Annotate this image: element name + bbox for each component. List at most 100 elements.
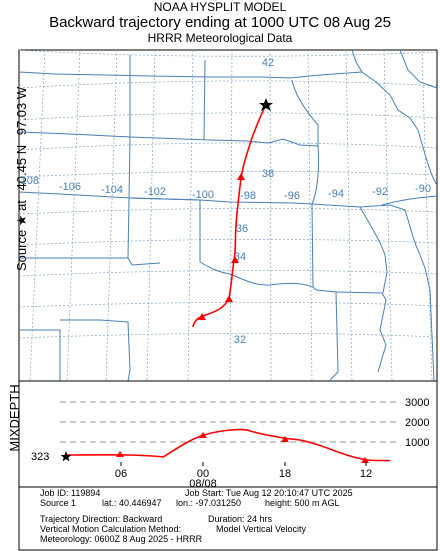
grid-lon-102 (146, 49, 156, 382)
lon-label-92: -92 (372, 186, 388, 198)
grid-lat-39 (18, 112, 438, 121)
source-lon-value: lon.: -97.031250 (176, 498, 242, 508)
info-row-vertical: Vertical Motion Calculation Method: Mode… (40, 524, 440, 534)
lon-label-106: -106 (59, 181, 81, 193)
mixdepth-frame (18, 380, 438, 488)
time-axis-ticks (120, 462, 367, 466)
job-id: Job ID: 119894 (40, 488, 101, 498)
lat-label-36: 36 (236, 223, 248, 235)
grid-lat-34 (18, 270, 438, 277)
grid-lon-104 (105, 49, 118, 382)
vertical-method-label: Vertical Motion Calculation Method: (40, 524, 182, 534)
grid-lat-43 (18, 49, 438, 57)
source-name: Source 1 (40, 498, 77, 508)
boundary-il-east (417, 129, 438, 186)
lat-lon-grid (18, 49, 438, 382)
grid-lon-90 (383, 49, 393, 382)
mixdepth-level-lines (60, 401, 400, 443)
longitude-labels: -108 -106 -104 -102 -100 -98 -96 -94 -92… (17, 175, 431, 202)
boundary-az-nm (19, 329, 61, 381)
map-frame (18, 49, 438, 382)
info-row-direction: Trajectory Direction: Backward Duration:… (40, 514, 440, 524)
trajectory-markers (198, 173, 245, 320)
trajectory-marker-2 (231, 256, 239, 263)
boundary-wi (399, 49, 438, 89)
time-label-00: 00 (197, 468, 209, 480)
boundary-mn-ia (351, 49, 363, 73)
boundary-ar-ms-river (359, 206, 388, 294)
job-start: Job Start: Tue Aug 12 20:10:47 UTC 2025 (185, 488, 353, 498)
grid-lat-32 (18, 332, 438, 339)
trajectory-line (192, 104, 267, 328)
trajectory-marker-1 (237, 173, 245, 180)
mixdepth-marker-4 (116, 451, 124, 457)
lon-label-108: -108 (17, 175, 39, 187)
boundary-la-ms (335, 291, 387, 373)
mixdepth-marker-2 (281, 436, 289, 442)
mixdepth-level-labels: 3000 2000 1000 323 (31, 397, 429, 463)
source-star-icon (259, 98, 273, 111)
lon-label-104: -104 (101, 184, 123, 196)
meteorology-title: HRRR Meteorological Data (147, 31, 293, 45)
grid-lat-33 (18, 301, 438, 308)
grid-lon-88 (421, 49, 433, 382)
source-lat-value: lat.: 40.446947 (102, 498, 162, 508)
state-boundaries (18, 49, 438, 382)
mixdepth-label-3000: 3000 (405, 397, 429, 409)
boundary-co-west (127, 55, 131, 259)
grid-lon-92 (345, 49, 353, 382)
boundary-tx-la (315, 289, 339, 381)
grid-lat-40 (18, 80, 438, 89)
source-height: height: 500 m AGL (265, 498, 340, 508)
time-label-06: 06 (115, 468, 127, 480)
job-info: Job ID: 119894 Job Start: Tue Aug 12 20:… (40, 488, 440, 544)
boundary-nm-tx (19, 257, 161, 266)
meteorology-info: Meteorology: 0600Z 8 Aug 2025 - HRRR (40, 534, 203, 544)
title-block: NOAA HYSPLIT MODEL Backward trajectory e… (0, 0, 440, 46)
trajectory-title: Backward trajectory ending at 1000 UTC 0… (49, 14, 391, 31)
boundary-mo-ar (311, 203, 406, 211)
mixdepth-star-icon (60, 451, 72, 462)
boundary-ok-ar (311, 203, 317, 291)
trajectory-marker-3 (225, 295, 233, 302)
mixdepth-start-value: 323 (31, 451, 49, 463)
grid-lat-35 (18, 239, 438, 246)
time-label-12: 12 (360, 468, 372, 480)
lon-label-98: -98 (240, 190, 256, 202)
mixdepth-label-2000: 2000 (405, 417, 429, 429)
info-row-job: Job ID: 119894 Job Start: Tue Aug 12 20:… (40, 488, 440, 498)
info-row-source: Source 1 lat.: 40.446947 lon.: -97.03125… (40, 498, 440, 508)
grid-lat-37 (18, 171, 438, 178)
boundary-ne-panhandle (203, 59, 206, 141)
grid-lon-94 (307, 49, 313, 382)
time-label-18: 18 (279, 468, 291, 480)
lat-label-38: 38 (262, 168, 274, 180)
lon-label-90: -90 (415, 183, 431, 195)
grid-lon-96 (269, 49, 272, 382)
lon-label-102: -102 (144, 186, 166, 198)
trajectory-duration: Duration: 24 hrs (208, 514, 273, 524)
trajectory-marker-4 (198, 313, 206, 320)
mixdepth-markers (116, 432, 369, 463)
boundary-nm-south (60, 319, 131, 382)
boundary-sd-ne-north (18, 71, 291, 79)
boundary-ms-al (404, 209, 435, 382)
mixdepth-curve (65, 428, 391, 462)
boundary-tn-ky (381, 195, 438, 206)
lon-label-100: -100 (192, 189, 214, 201)
grid-lat-36 (18, 208, 438, 215)
lat-label-32: 32 (234, 334, 246, 346)
info-frame (18, 486, 438, 551)
boundary-ok-panhandle (129, 197, 201, 262)
model-title: NOAA HYSPLIT MODEL (153, 0, 287, 14)
grid-lon-106 (66, 49, 81, 382)
lon-label-94: -94 (328, 188, 344, 200)
info-row-meteorology: Meteorology: 0600Z 8 Aug 2025 - HRRR (40, 534, 440, 544)
boundary-red-river (199, 261, 314, 288)
grid-lon-108 (29, 49, 46, 382)
grid-lat-38 (18, 142, 438, 151)
lon-label-96: -96 (284, 190, 300, 202)
boundary-mo-west (291, 79, 319, 205)
mixdepth-axis-label: MIXDEPTH (7, 384, 22, 452)
